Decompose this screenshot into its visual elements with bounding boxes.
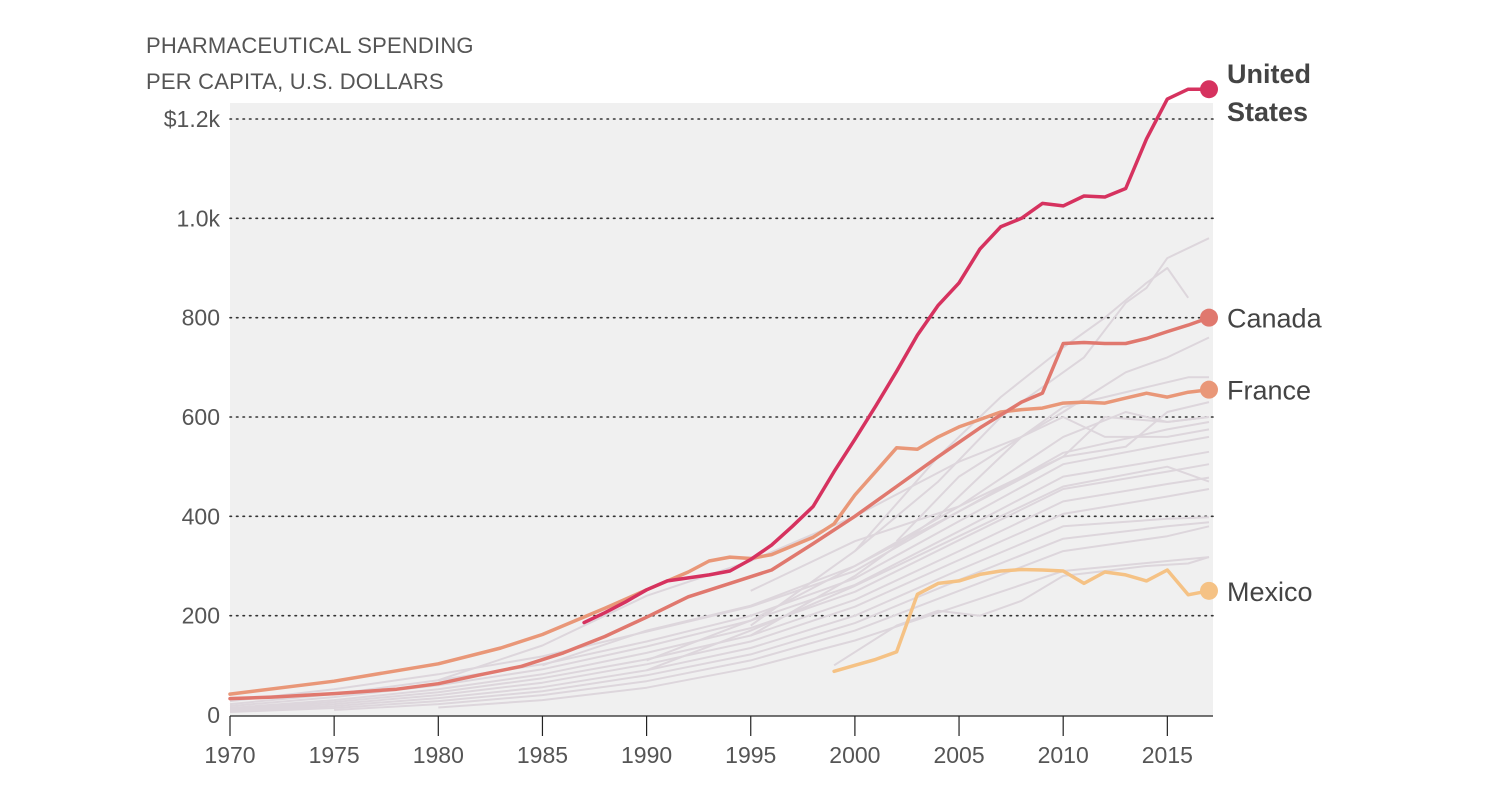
x-tick-label: 1990 <box>621 742 672 768</box>
france-label-line: France <box>1227 376 1311 406</box>
other-country-line <box>750 401 1210 592</box>
y-axis: 0 200 400 600 800 1.0k $1.2k <box>164 106 221 728</box>
other-country-lines <box>229 237 1210 713</box>
other-country-line <box>750 237 1210 627</box>
x-axis: 1970 1975 1980 1985 1990 1995 2000 2005 2010 2015 <box>204 715 1213 768</box>
other-country-line <box>646 465 1210 672</box>
y-tick-label: 600 <box>182 404 220 430</box>
france-end-dot <box>1200 380 1218 399</box>
united-states-label: United States <box>1227 59 1311 127</box>
x-tick-label: 1995 <box>725 742 776 768</box>
united-states-label-line: United <box>1227 59 1311 89</box>
canada-label: Canada <box>1227 304 1323 334</box>
other-country-line <box>750 336 1210 637</box>
united-states-label-line: States <box>1227 97 1308 127</box>
mexico-label-line: Mexico <box>1227 577 1313 607</box>
other-country-line <box>229 488 1210 711</box>
other-country-line <box>437 416 1210 682</box>
chart-title: PHARMACEUTICAL SPENDING PER CAPITA, U.S.… <box>146 28 474 100</box>
x-tick-label: 2005 <box>933 742 984 768</box>
x-tick-label: 2010 <box>1038 742 1089 768</box>
chart-title-line-1: PHARMACEUTICAL SPENDING <box>146 33 474 58</box>
other-country-line <box>229 435 1210 706</box>
y-tick-label: 200 <box>182 603 220 629</box>
other-country-line <box>854 267 1190 552</box>
x-tick-label: 2015 <box>1142 742 1193 768</box>
mexico-end-dot <box>1200 581 1218 600</box>
y-tick-label: 0 <box>207 702 220 728</box>
y-tick-label: 800 <box>182 305 220 331</box>
y-tick-label: 1.0k <box>177 205 221 231</box>
x-tick-label: 1985 <box>517 742 568 768</box>
france-label: France <box>1227 376 1311 406</box>
chart-title-line-2: PER CAPITA, U.S. DOLLARS <box>146 69 444 94</box>
x-tick-label: 1975 <box>309 742 360 768</box>
x-tick-label: 2000 <box>829 742 880 768</box>
canada-label-line: Canada <box>1227 304 1323 334</box>
x-tick-label: 1980 <box>413 742 464 768</box>
canada-line <box>228 315 1211 701</box>
y-tick-label: 400 <box>182 503 220 529</box>
united-states-end-dot <box>1200 80 1218 99</box>
x-tick-label: 1970 <box>204 742 255 768</box>
france-line <box>228 387 1211 696</box>
highlighted-country-lines <box>228 87 1211 701</box>
other-country-line <box>229 516 1210 712</box>
other-country-line <box>438 556 1210 709</box>
y-tick-label: $1.2k <box>164 106 221 132</box>
end-markers: United States Canada France Mexico <box>1200 59 1323 607</box>
grid-lines <box>229 118 1214 617</box>
canada-end-dot <box>1200 308 1218 327</box>
other-country-line <box>334 525 1210 711</box>
mexico-line <box>832 567 1211 674</box>
other-country-line <box>833 556 1210 667</box>
other-country-line <box>229 521 1210 713</box>
mexico-label: Mexico <box>1227 577 1313 607</box>
united-states-line <box>582 87 1211 625</box>
other-country-line <box>229 463 1210 709</box>
